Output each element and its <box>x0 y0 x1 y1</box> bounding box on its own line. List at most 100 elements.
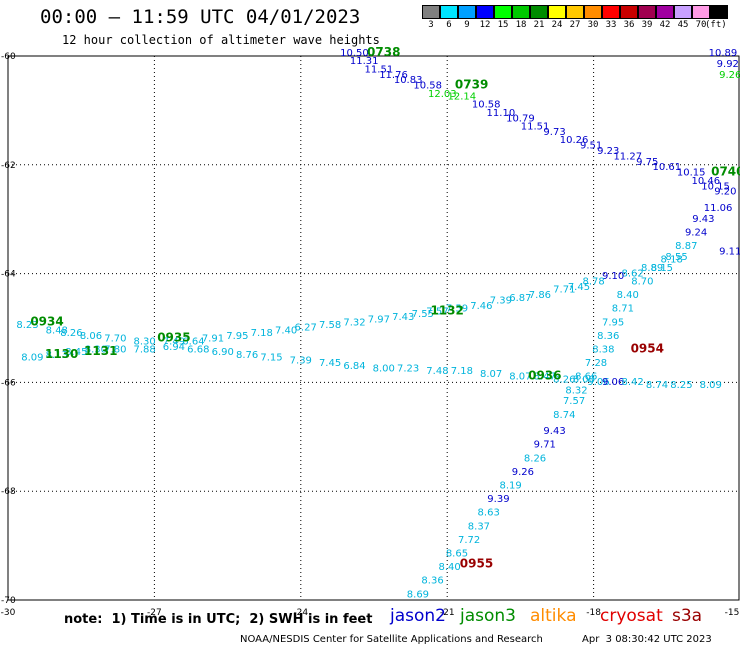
wave-height-point: 12.03 <box>428 89 457 100</box>
satellite-name: altika <box>530 606 577 626</box>
wave-height-point: 8.36 <box>597 331 619 342</box>
credit-text: NOAA/NESDIS Center for Satellite Applica… <box>240 634 543 645</box>
wave-height-point: 10.61 <box>652 162 681 173</box>
wave-height-point: 7.49 <box>163 336 185 347</box>
wave-height-point: 9.06 <box>587 377 609 388</box>
wave-height-point: 8.23 <box>16 320 38 331</box>
legend-label: 33 <box>605 20 617 30</box>
wave-height-point: 7.43 <box>392 312 414 323</box>
wave-height-point: 9.43 <box>692 214 714 225</box>
wave-height-point: 8.40 <box>617 290 639 301</box>
legend-swatch <box>494 5 512 19</box>
chart-title: 00:00 – 11:59 UTC 04/01/2023 <box>40 6 361 28</box>
wave-height-point: 8.30 <box>134 336 156 347</box>
color-legend <box>422 5 728 19</box>
wave-height-point: 8.26 <box>60 328 82 339</box>
legend-swatch <box>674 5 692 19</box>
y-tick-label: -64 <box>1 270 16 280</box>
legend-swatch <box>710 5 728 19</box>
wave-height-point: 7.71 <box>553 285 575 296</box>
x-tick-label: -30 <box>1 608 16 618</box>
legend-swatch <box>602 5 620 19</box>
legend-swatch <box>422 5 440 19</box>
wave-height-point: 9.71 <box>534 440 556 451</box>
wave-height-point: 8.07 <box>509 372 531 383</box>
wave-height-point: 10.46 <box>692 176 721 187</box>
wave-height-point: 8.45 <box>65 347 87 358</box>
wave-height-point: 8.42 <box>622 377 644 388</box>
wave-height-point: 8.40 <box>439 562 461 573</box>
wave-height-point: 7.70 <box>104 334 126 345</box>
legend-label: 15 <box>497 20 509 30</box>
satellite-name: jason2 <box>390 606 446 626</box>
legend-label: 36 <box>623 20 635 30</box>
wave-height-point: 8.32 <box>565 385 587 396</box>
wave-height-point: 7.46 <box>470 301 492 312</box>
wave-height-point: 8.25 <box>670 380 692 391</box>
wave-height-point: 9.75 <box>636 157 658 168</box>
wave-height-point: 8.66 <box>575 372 597 383</box>
wave-height-point: 9.92 <box>717 59 739 70</box>
wave-height-point: 11.51 <box>521 121 550 132</box>
wave-height-point: 7.23 <box>397 364 419 375</box>
pass-time-label: 1132 <box>430 303 463 317</box>
wave-height-point: 7.28 <box>585 358 607 369</box>
pass-time-label: 0954 <box>631 341 664 355</box>
plot-grid <box>8 56 740 600</box>
wave-height-point: 7.59 <box>446 304 468 315</box>
legend-label: 45 <box>677 20 689 30</box>
wave-height-point: 7.45 <box>568 282 590 293</box>
satellite-name: s3a <box>672 606 703 626</box>
wave-height-point: 8.19 <box>500 480 522 491</box>
wave-height-point: 8.07 <box>480 369 502 380</box>
pass-time-label: 1130 <box>45 347 78 361</box>
wave-height-point: 8.65 <box>446 548 468 559</box>
wave-height-point: 9.06 <box>602 377 624 388</box>
wave-height-point: 8.70 <box>631 276 653 287</box>
wave-height-point: 7.80 <box>104 344 126 355</box>
wave-height-point: 6.84 <box>343 361 365 372</box>
chart-subtitle: 12 hour collection of altimeter wave hei… <box>62 33 380 47</box>
wave-height-point: 10.26 <box>560 135 589 146</box>
legend-swatch <box>566 5 584 19</box>
wave-height-point: 10.89 <box>709 48 738 59</box>
wave-height-point: 12.14 <box>448 92 477 103</box>
wave-height-point: 8.74 <box>553 410 575 421</box>
wave-height-point: 7.48 <box>426 366 448 377</box>
y-tick-label: -70 <box>1 596 16 606</box>
x-tick-label: -24 <box>293 608 308 618</box>
wave-height-point: 9.24 <box>685 228 707 239</box>
wave-height-point: 9.20 <box>714 187 736 198</box>
legend-swatch <box>530 5 548 19</box>
wave-height-point: 10.83 <box>394 75 423 86</box>
wave-height-point: 8.37 <box>468 521 490 532</box>
wave-height-point: 7.40 <box>275 325 297 336</box>
legend-label: 70 <box>695 20 707 30</box>
wave-height-point: 8.15 <box>651 263 673 274</box>
wave-height-point: 9.73 <box>543 127 565 138</box>
legend-label: 3 <box>428 20 434 30</box>
wave-height-point: 7.18 <box>451 366 473 377</box>
wave-height-point: 7.32 <box>343 317 365 328</box>
wave-height-point: 7.55 <box>412 309 434 320</box>
wave-height-point: 11.10 <box>487 108 516 119</box>
wave-height-point: 7.18 <box>251 328 273 339</box>
y-tick-label: -68 <box>1 487 16 497</box>
pass-time-label: 0934 <box>30 314 63 328</box>
wave-height-point: 10.15 <box>701 181 730 192</box>
wave-height-point: 8.06 <box>80 331 102 342</box>
y-tick-label: -62 <box>1 161 16 171</box>
wave-height-point: 9.51 <box>580 140 602 151</box>
pass-time-label: 0935 <box>157 331 190 345</box>
wave-height-point: 9.43 <box>543 426 565 437</box>
wave-height-point: 11.76 <box>379 70 408 81</box>
wave-height-point: 7.58 <box>319 320 341 331</box>
legend-label: 21 <box>533 20 545 30</box>
pass-time-label: 0738 <box>367 45 400 59</box>
wave-height-point: 8.26 <box>553 374 575 385</box>
plot-axes: -30 -27 -24 -21 -18 -15 -60 -62 -64 -66 -68 -70 <box>1 52 740 618</box>
wave-height-point: 9.39 <box>487 494 509 505</box>
wave-height-point: 6.90 <box>212 347 234 358</box>
wave-height-point: 8.55 <box>665 252 687 263</box>
x-tick-label: -15 <box>725 608 740 618</box>
